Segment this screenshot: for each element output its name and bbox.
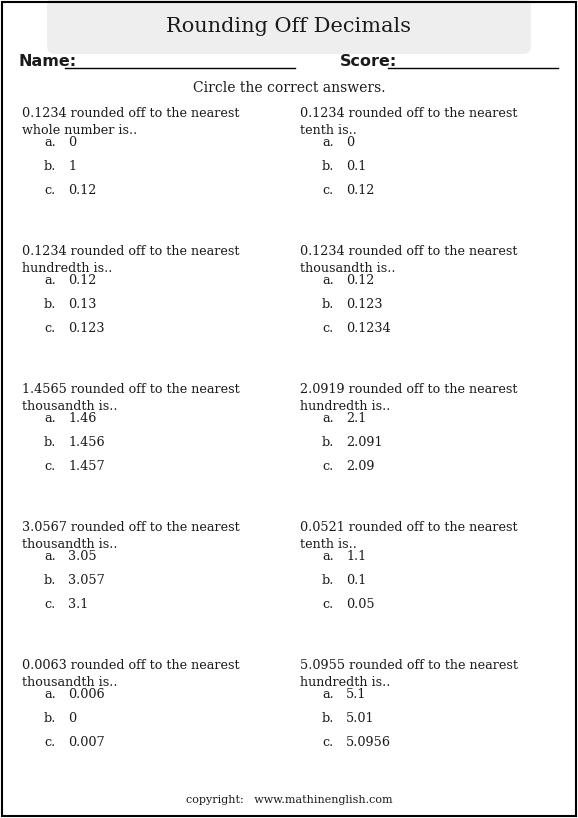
Text: c.: c.	[44, 185, 55, 197]
Text: 3.057: 3.057	[68, 574, 105, 587]
Text: 0.006: 0.006	[68, 689, 105, 702]
Text: 0: 0	[346, 137, 354, 150]
Text: a.: a.	[322, 689, 334, 702]
Text: 0.13: 0.13	[68, 299, 97, 312]
Text: 2.1: 2.1	[346, 412, 366, 425]
Text: 0.123: 0.123	[68, 322, 105, 335]
Text: c.: c.	[44, 322, 55, 335]
Text: b.: b.	[44, 574, 57, 587]
Text: copyright:   www.mathinenglish.com: copyright: www.mathinenglish.com	[186, 795, 392, 805]
Text: c.: c.	[44, 599, 55, 612]
Text: 0.1234 rounded off to the nearest
thousandth is..: 0.1234 rounded off to the nearest thousa…	[300, 245, 517, 276]
Text: 0.0521 rounded off to the nearest
tenth is..: 0.0521 rounded off to the nearest tenth …	[300, 521, 518, 551]
Text: b.: b.	[44, 299, 57, 312]
Text: 1.1: 1.1	[346, 551, 366, 564]
Text: 0.12: 0.12	[68, 275, 97, 287]
Text: b.: b.	[44, 437, 57, 450]
Text: 0.0063 rounded off to the nearest
thousandth is..: 0.0063 rounded off to the nearest thousa…	[22, 659, 240, 690]
Text: 1.457: 1.457	[68, 461, 105, 474]
Text: 3.0567 rounded off to the nearest
thousandth is..: 3.0567 rounded off to the nearest thousa…	[22, 521, 240, 551]
Text: 5.1: 5.1	[346, 689, 366, 702]
Text: 5.0955 rounded off to the nearest
hundredth is..: 5.0955 rounded off to the nearest hundre…	[300, 659, 518, 690]
Text: 5.01: 5.01	[346, 712, 375, 726]
Text: a.: a.	[44, 689, 55, 702]
Text: a.: a.	[322, 137, 334, 150]
Text: 0.1234 rounded off to the nearest
hundredth is..: 0.1234 rounded off to the nearest hundre…	[22, 245, 239, 276]
Text: 2.09: 2.09	[346, 461, 375, 474]
Text: 0.05: 0.05	[346, 599, 375, 612]
Text: 0.1234: 0.1234	[346, 322, 391, 335]
Text: Name:: Name:	[18, 55, 76, 70]
Text: b.: b.	[322, 299, 335, 312]
FancyBboxPatch shape	[47, 0, 531, 54]
Text: 0.1234 rounded off to the nearest
tenth is..: 0.1234 rounded off to the nearest tenth …	[300, 107, 517, 137]
Text: 2.0919 rounded off to the nearest
hundredth is..: 2.0919 rounded off to the nearest hundre…	[300, 383, 517, 414]
Text: Score:: Score:	[340, 55, 397, 70]
Text: 1.456: 1.456	[68, 437, 105, 450]
Text: b.: b.	[322, 160, 335, 173]
Text: b.: b.	[44, 712, 57, 726]
Text: 0.007: 0.007	[68, 736, 105, 749]
Text: 0: 0	[68, 712, 76, 726]
Text: Circle the correct answers.: Circle the correct answers.	[192, 81, 386, 95]
Text: 0.12: 0.12	[346, 275, 375, 287]
Text: b.: b.	[322, 437, 335, 450]
Text: 5.0956: 5.0956	[346, 736, 391, 749]
Text: 1.4565 rounded off to the nearest
thousandth is..: 1.4565 rounded off to the nearest thousa…	[22, 383, 240, 414]
Text: 0.1: 0.1	[346, 574, 366, 587]
Text: a.: a.	[322, 275, 334, 287]
Text: b.: b.	[322, 712, 335, 726]
Text: 0.1: 0.1	[346, 160, 366, 173]
Text: c.: c.	[322, 322, 334, 335]
Text: c.: c.	[322, 599, 334, 612]
Text: a.: a.	[44, 137, 55, 150]
Text: a.: a.	[322, 412, 334, 425]
Text: 0.1234 rounded off to the nearest
whole number is..: 0.1234 rounded off to the nearest whole …	[22, 107, 239, 137]
Text: a.: a.	[44, 551, 55, 564]
Text: 3.1: 3.1	[68, 599, 88, 612]
Text: a.: a.	[322, 551, 334, 564]
Text: c.: c.	[44, 736, 55, 749]
Text: 0.12: 0.12	[68, 185, 97, 197]
Text: c.: c.	[44, 461, 55, 474]
Text: c.: c.	[322, 461, 334, 474]
Text: 0: 0	[68, 137, 76, 150]
Text: 0.123: 0.123	[346, 299, 383, 312]
Text: b.: b.	[44, 160, 57, 173]
Text: 2.091: 2.091	[346, 437, 383, 450]
Text: 3.05: 3.05	[68, 551, 97, 564]
Text: 1: 1	[68, 160, 76, 173]
Text: 1.46: 1.46	[68, 412, 97, 425]
Text: a.: a.	[44, 275, 55, 287]
Text: 0.12: 0.12	[346, 185, 375, 197]
Text: c.: c.	[322, 736, 334, 749]
Text: c.: c.	[322, 185, 334, 197]
Text: a.: a.	[44, 412, 55, 425]
Text: Rounding Off Decimals: Rounding Off Decimals	[166, 17, 412, 37]
Text: b.: b.	[322, 574, 335, 587]
